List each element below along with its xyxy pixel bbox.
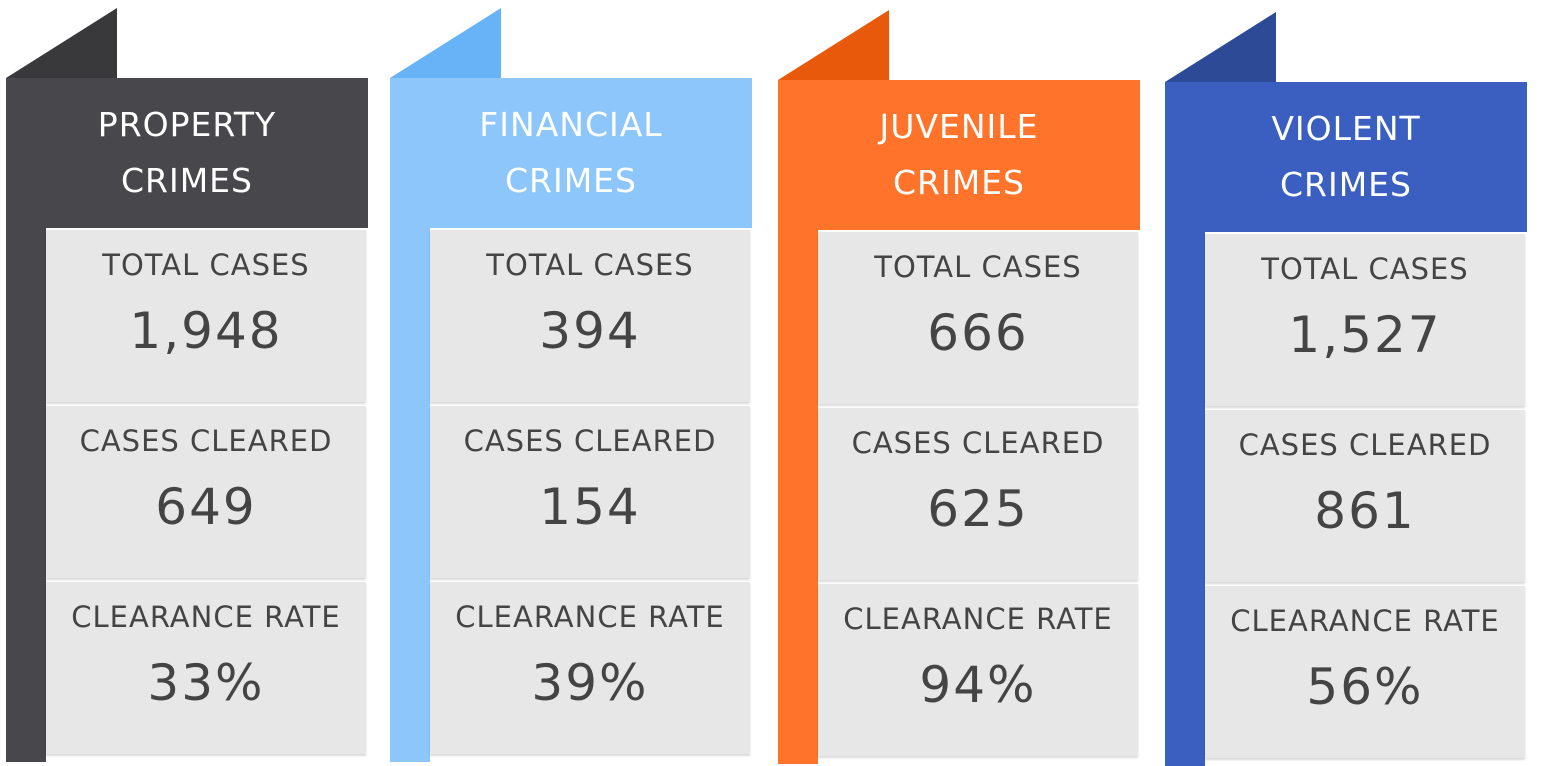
stat-label: CLEARANCE RATE <box>843 602 1113 636</box>
stat-label: TOTAL CASES <box>1261 252 1469 286</box>
stat-value: 33% <box>147 654 265 712</box>
card: FINANCIAL CRIMES TOTAL CASES 394 CASES CLEAR… <box>390 0 752 762</box>
flag <box>1165 12 1276 84</box>
stat-label: TOTAL CASES <box>874 250 1082 284</box>
stat-value: 394 <box>539 302 641 360</box>
stat-label: CLEARANCE RATE <box>71 600 341 634</box>
card-title-line: CRIMES <box>505 161 637 200</box>
stat-panel: CASES CLEARED 861 <box>1205 410 1525 582</box>
stat-value: 1,948 <box>129 302 283 360</box>
card-title-line: CRIMES <box>121 161 253 200</box>
flag-shape <box>778 10 889 82</box>
stat-panel: CLEARANCE RATE 39% <box>430 582 750 754</box>
stat-value: 649 <box>155 478 257 536</box>
stat-panel: TOTAL CASES 1,527 <box>1205 234 1525 406</box>
stat-value: 1,527 <box>1288 306 1442 364</box>
stat-panel: CLEARANCE RATE 56% <box>1205 586 1525 758</box>
stat-label: TOTAL CASES <box>486 248 694 282</box>
card-title-line: FINANCIAL <box>479 104 663 144</box>
stat-panel: CLEARANCE RATE 33% <box>46 582 366 754</box>
stat-value: 861 <box>1314 482 1416 540</box>
card-title-line: JUVENILE <box>879 106 1039 146</box>
stat-label: CASES CLEARED <box>463 424 717 458</box>
card-header: JUVENILE CRIMES <box>778 80 1140 230</box>
card-title-line: PROPERTY <box>97 104 277 144</box>
color-strip <box>1165 232 1205 766</box>
stat-panel: CASES CLEARED 649 <box>46 406 366 578</box>
flag <box>6 8 117 80</box>
stat-value: 39% <box>531 654 649 712</box>
stat-label: CASES CLEARED <box>1238 428 1492 462</box>
color-strip <box>390 228 430 762</box>
stat-label: CASES CLEARED <box>79 424 333 458</box>
stat-panel: CASES CLEARED 154 <box>430 406 750 578</box>
card-header: PROPERTY CRIMES <box>6 78 368 228</box>
card-header: FINANCIAL CRIMES <box>390 78 752 228</box>
stat-label: CLEARANCE RATE <box>455 600 725 634</box>
flag <box>390 8 501 80</box>
stat-value: 154 <box>539 478 641 536</box>
stat-panel: TOTAL CASES 1,948 <box>46 230 366 402</box>
stat-panel: CASES CLEARED 625 <box>818 408 1138 580</box>
card-title-line: CRIMES <box>893 163 1025 202</box>
card: VIOLENT CRIMES TOTAL CASES 1,527 CASES CLEAR… <box>1165 4 1527 766</box>
flag-shape <box>1165 12 1276 84</box>
stat-label: CASES CLEARED <box>851 426 1105 460</box>
card-header: VIOLENT CRIMES <box>1165 82 1527 232</box>
stat-value: 94% <box>919 656 1037 714</box>
flag-shape <box>6 8 117 80</box>
stat-panel: TOTAL CASES 666 <box>818 232 1138 404</box>
card-title-line: CRIMES <box>1280 165 1412 204</box>
flag-shape <box>390 8 501 80</box>
stat-value: 666 <box>927 304 1029 362</box>
card-title-line: VIOLENT <box>1271 108 1421 148</box>
card: PROPERTY CRIMES TOTAL CASES 1,948 CASES CLEA… <box>6 0 368 762</box>
stat-label: CLEARANCE RATE <box>1230 604 1500 638</box>
color-strip <box>778 230 818 764</box>
stat-value: 625 <box>927 480 1029 538</box>
stat-panel: CLEARANCE RATE 94% <box>818 584 1138 756</box>
stat-value: 56% <box>1306 658 1424 716</box>
flag <box>778 10 889 82</box>
card: JUVENILE CRIMES TOTAL CASES 666 CASES CLEARE… <box>778 2 1140 764</box>
stat-label: TOTAL CASES <box>102 248 310 282</box>
color-strip <box>6 228 46 762</box>
stat-panel: TOTAL CASES 394 <box>430 230 750 402</box>
